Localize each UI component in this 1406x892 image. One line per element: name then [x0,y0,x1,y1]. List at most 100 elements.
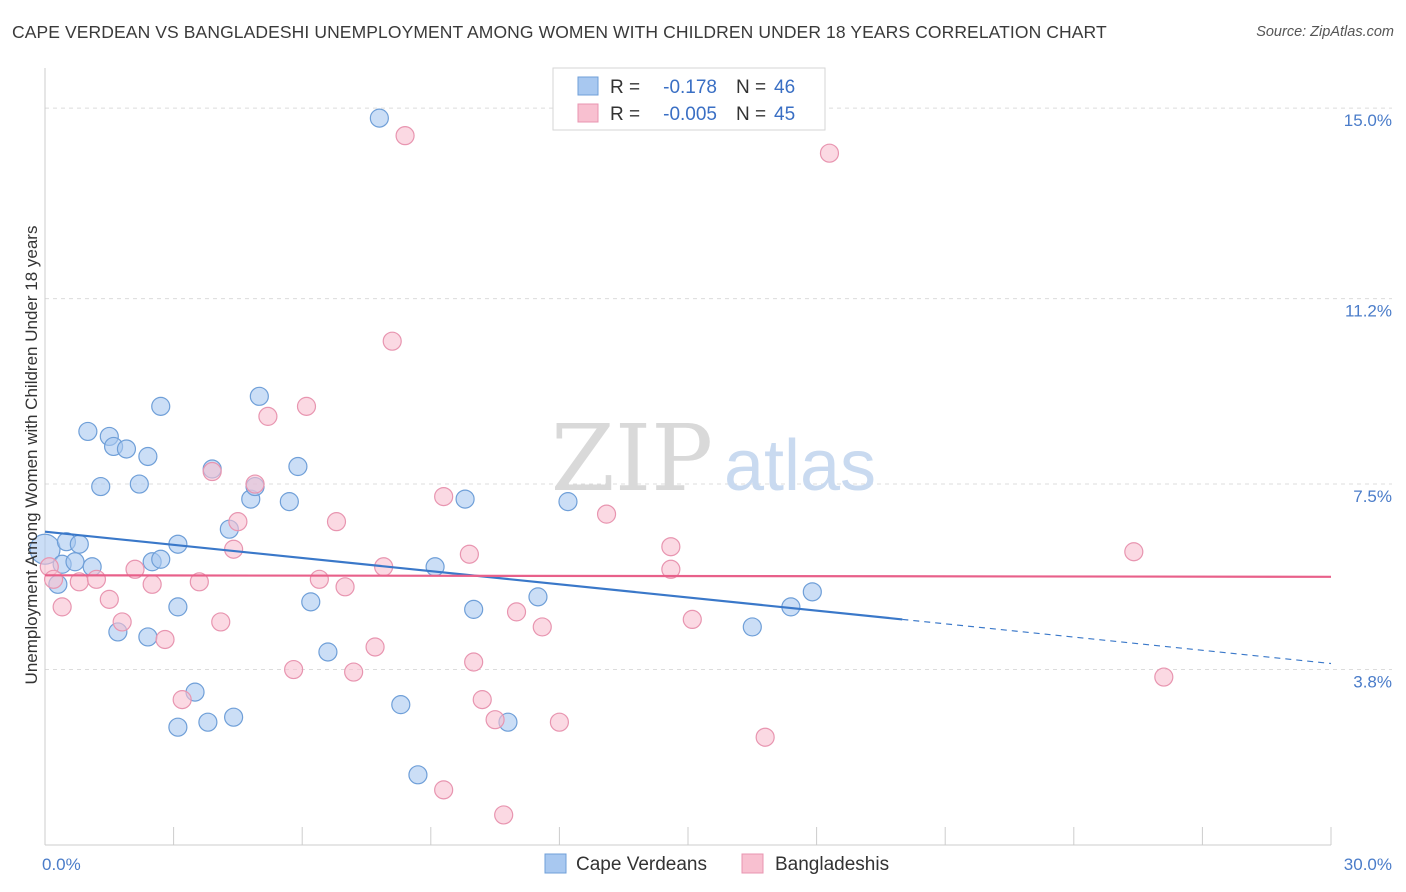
point-bangladeshis-19 [296,396,317,416]
y-tick-label-0: 3.8% [1353,673,1392,692]
series-bangladeshis-points [39,126,1174,825]
trend-line-bangladeshis [44,574,1332,578]
legend-r-value-1: -0.005 [663,104,717,125]
point-bangladeshis-4 [86,569,107,589]
point-cape-verdeans-8 [91,476,111,497]
bottom-legend-swatch-cape-verdeans [544,853,567,874]
legend-swatch-cape-verdeans [577,76,599,96]
bottom-legend-swatch-bangladeshis [741,853,764,874]
legend-r-label-1: R = [610,104,640,125]
point-bangladeshis-29 [434,486,454,507]
point-cape-verdeans-14 [138,446,158,467]
point-bangladeshis-23 [344,662,364,682]
x-tick-labels: 0.0% 30.0% [42,855,1392,874]
y-tick-label-2: 11.2% [1345,302,1392,321]
grid-lines [45,107,1392,671]
point-bangladeshis-28 [434,780,454,800]
legend-r-label-0: R = [610,77,640,98]
point-bangladeshis-7 [125,559,145,579]
axes [44,68,1332,846]
point-bangladeshis-38 [596,504,617,524]
y-tick-label-1: 7.5% [1353,487,1392,506]
watermark-zip: ZIP [551,405,713,512]
point-bangladeshis-35 [506,602,527,622]
point-bangladeshis-31 [464,652,484,672]
point-bangladeshis-26 [382,331,402,351]
point-bangladeshis-41 [682,609,702,630]
point-bangladeshis-37 [549,712,570,732]
legend-n-value-0: 46 [774,77,795,98]
point-bangladeshis-17 [258,406,278,426]
point-bangladeshis-9 [155,629,175,650]
point-bangladeshis-42 [755,727,775,747]
point-cape-verdeans-6 [78,421,98,442]
point-cape-verdeans-5 [69,534,89,554]
point-bangladeshis-22 [335,577,355,597]
bottom-legend-label-cape-verdeans: Cape Verdeans [576,854,707,875]
point-bangladeshis-12 [202,461,222,482]
y-axis-label: Unemployment Among Women with Children U… [22,226,41,685]
point-bangladeshis-6 [112,612,132,632]
point-bangladeshis-14 [224,539,244,559]
point-bangladeshis-16 [245,474,265,494]
legend-n-label-0: N = [736,77,766,98]
point-cape-verdeans-4 [65,552,85,572]
point-bangladeshis-2 [52,597,72,617]
bottom-legend-label-bangladeshis: Bangladeshis [775,854,889,875]
point-bangladeshis-18 [284,659,304,680]
point-cape-verdeans-29 [249,386,269,406]
point-bangladeshis-40 [661,559,681,579]
point-cape-verdeans-36 [408,765,428,785]
x-tick-label-1: 30.0% [1344,855,1392,874]
point-cape-verdeans-34 [369,108,389,128]
point-bangladeshis-11 [189,572,209,592]
x-tick-label-0: 0.0% [42,855,81,874]
point-cape-verdeans-41 [528,587,548,607]
point-bangladeshis-32 [472,690,492,710]
legend-r-value-0: -0.178 [663,77,717,98]
y-tick-label-3: 15.0% [1344,111,1392,130]
point-cape-verdeans-32 [301,592,321,612]
legend: R = -0.178 N = 46 R = -0.005 N = 45 [552,67,826,131]
point-cape-verdeans-12 [116,439,137,459]
point-cape-verdeans-31 [288,456,308,477]
point-bangladeshis-45 [1154,667,1174,687]
point-cape-verdeans-45 [802,582,822,602]
point-bangladeshis-34 [494,805,514,825]
trend-lines [44,530,1332,665]
point-bangladeshis-1 [43,569,64,589]
point-cape-verdeans-35 [391,695,411,715]
point-cape-verdeans-33 [318,642,338,662]
y-tick-labels: 3.8% 7.5% 11.2% 15.0% [1344,111,1392,691]
point-cape-verdeans-39 [464,599,484,619]
legend-n-value-1: 45 [774,104,795,125]
point-bangladeshis-27 [395,126,415,146]
point-cape-verdeans-17 [151,549,171,569]
bottom-legend: Cape Verdeans Bangladeshis [544,853,889,875]
point-bangladeshis-13 [211,612,231,632]
point-bangladeshis-10 [172,690,192,710]
point-cape-verdeans-43 [742,617,762,637]
watermark-atlas: atlas [724,426,876,506]
chart-title: CAPE VERDEAN VS BANGLADESHI UNEMPLOYMENT… [12,22,1107,42]
point-bangladeshis-44 [1124,542,1144,562]
trend-extension-cape-verdeans [902,618,1332,665]
point-bangladeshis-39 [661,537,681,557]
point-bangladeshis-15 [228,512,248,532]
point-bangladeshis-5 [99,589,119,609]
point-cape-verdeans-42 [558,492,578,512]
point-bangladeshis-36 [532,617,552,637]
point-cape-verdeans-20 [168,597,188,617]
legend-n-label-1: N = [736,104,766,125]
point-bangladeshis-24 [365,637,385,657]
point-bangladeshis-8 [142,574,162,594]
source-label: Source: ZipAtlas.com [1256,24,1394,40]
legend-swatch-bangladeshis [577,103,599,123]
point-bangladeshis-43 [819,143,840,163]
point-cape-verdeans-23 [198,712,218,732]
point-bangladeshis-33 [485,710,505,730]
point-cape-verdeans-38 [455,489,475,509]
point-bangladeshis-21 [326,512,347,532]
point-cape-verdeans-18 [151,396,171,416]
